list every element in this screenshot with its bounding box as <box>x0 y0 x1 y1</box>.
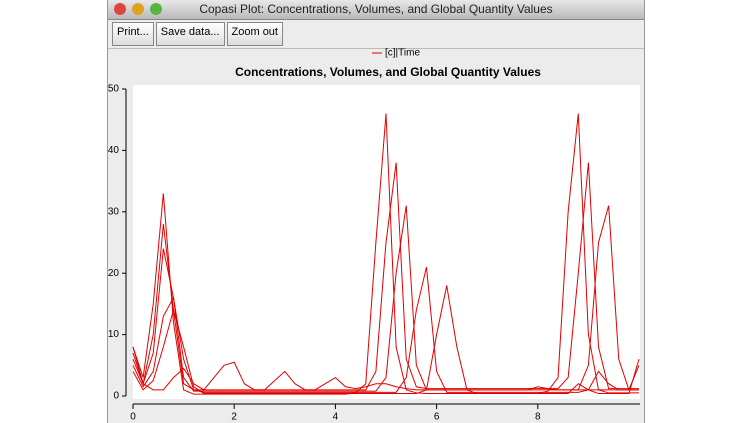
x-tick-label: 8 <box>535 412 541 423</box>
save-button[interactable]: Save data... <box>155 22 225 46</box>
title-bar: Copasi Plot: Concentrations, Volumes, an… <box>108 0 644 20</box>
zoom-out-button[interactable]: Zoom out <box>226 22 283 46</box>
line-series <box>132 113 639 395</box>
print-button[interactable]: Print... <box>112 22 154 46</box>
zoom-button[interactable] <box>150 3 162 15</box>
close-button[interactable] <box>114 3 126 15</box>
y-tick-label: 50 <box>108 84 120 95</box>
y-tick-label: 10 <box>108 329 120 340</box>
y-tick-label: 30 <box>108 206 120 217</box>
toolbar: Print... Save data... Zoom out <box>108 20 644 49</box>
line-series <box>132 346 639 391</box>
x-tick-label: 6 <box>434 412 440 423</box>
y-tick-label: 20 <box>108 268 120 279</box>
minimize-button[interactable] <box>132 3 144 15</box>
y-tick-label: 0 <box>113 391 119 402</box>
window-title: Copasi Plot: Concentrations, Volumes, an… <box>199 2 553 16</box>
x-tick-label: 0 <box>130 412 136 423</box>
line-series <box>132 162 639 391</box>
legend-label[interactable]: [c]|Time <box>385 48 420 59</box>
y-tick-label: 40 <box>108 145 120 156</box>
x-tick-label: 4 <box>333 412 339 423</box>
x-tick-label: 2 <box>231 412 237 423</box>
line-series <box>132 266 640 393</box>
chart-title: Concentrations, Volumes, and Global Quan… <box>235 65 541 79</box>
line-series <box>132 285 640 395</box>
